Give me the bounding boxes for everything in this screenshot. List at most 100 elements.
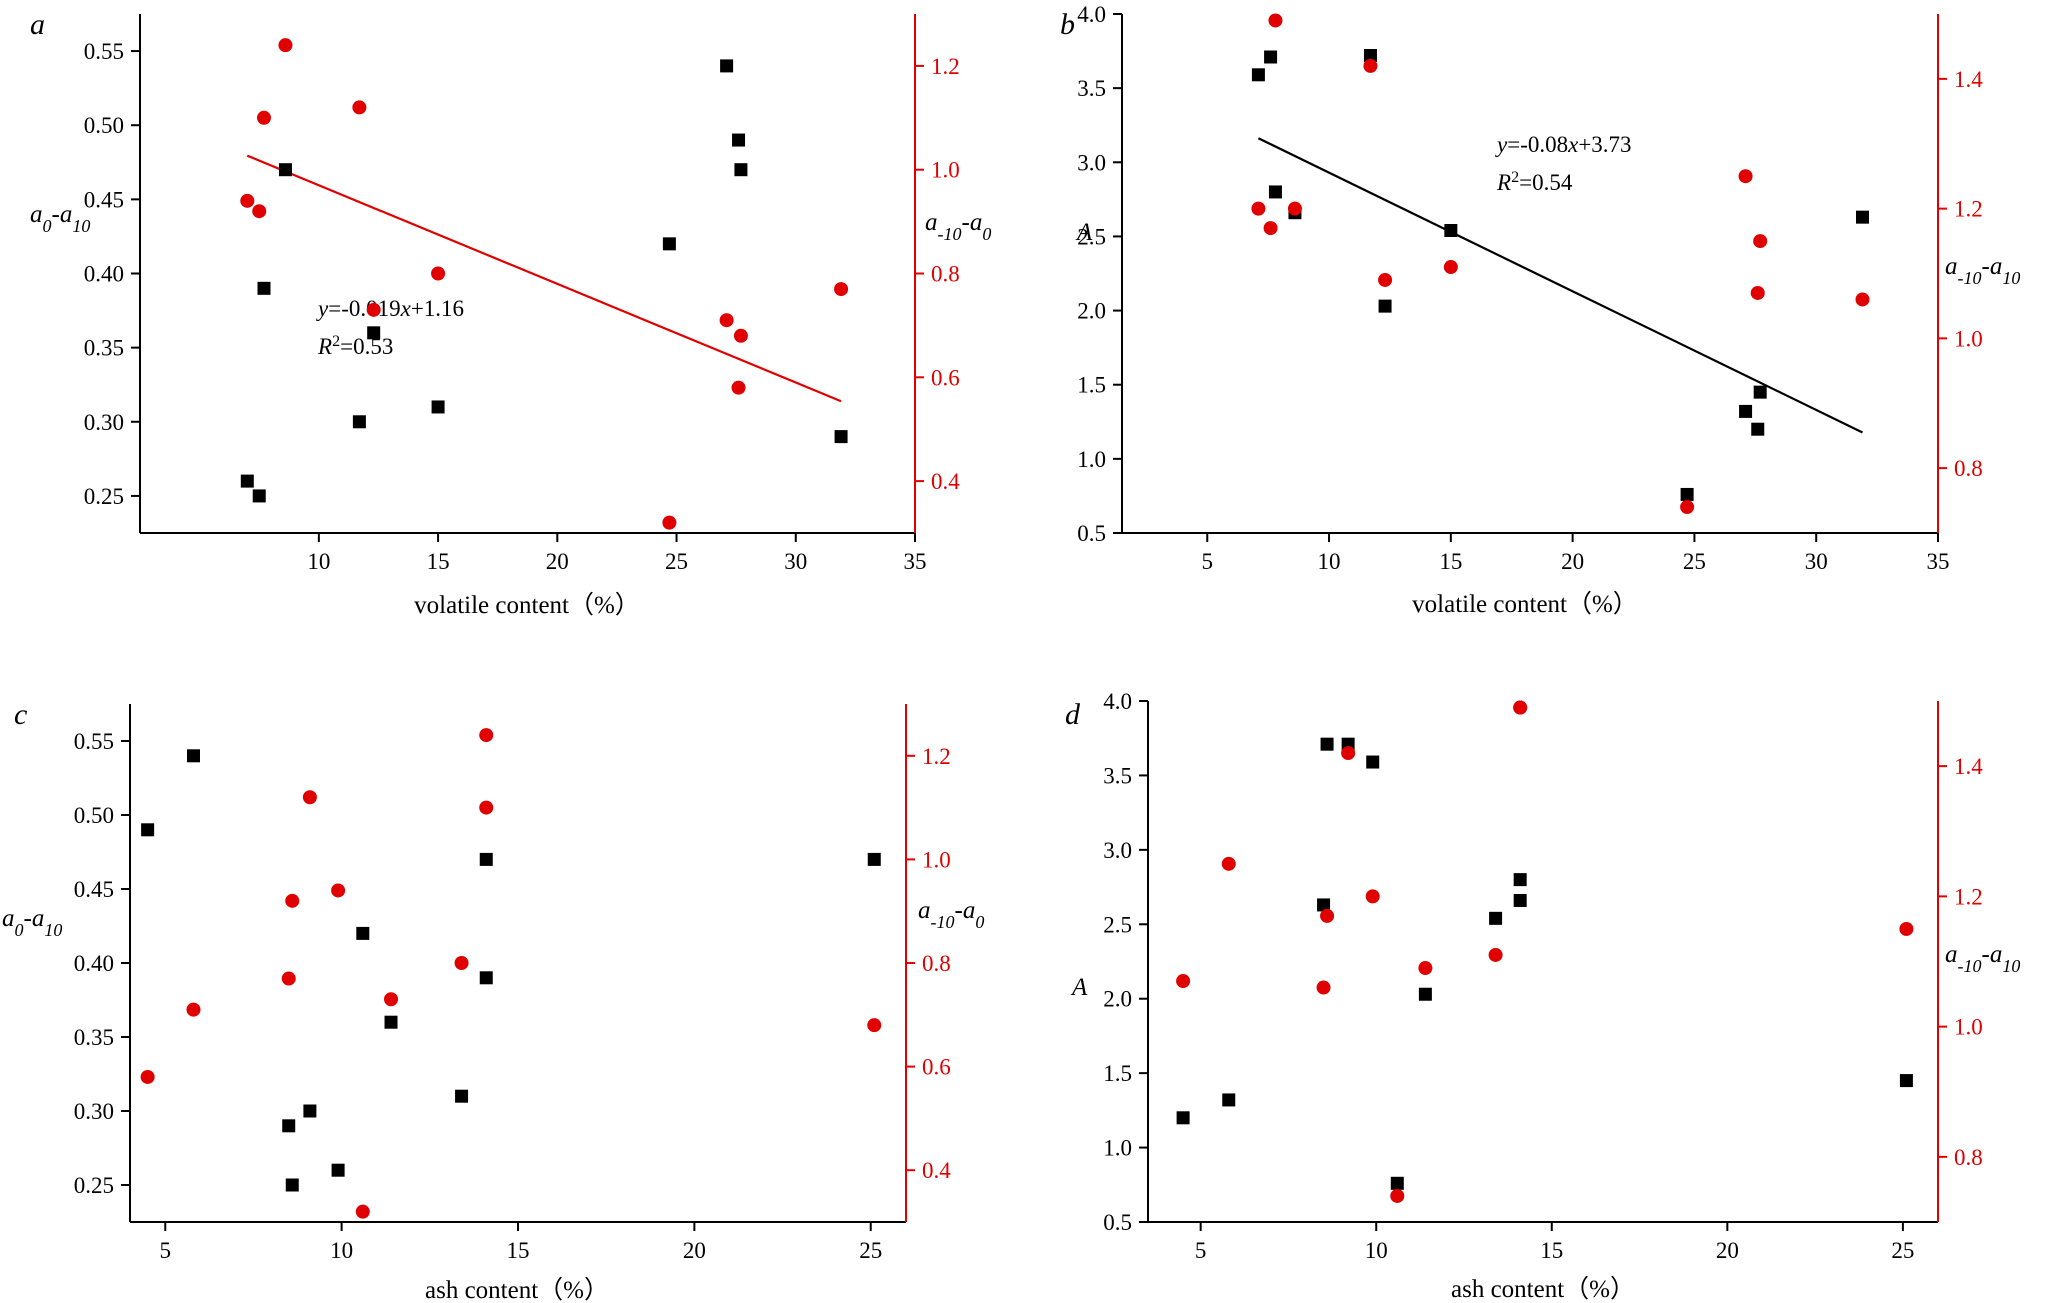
y-left-tick-label: 2.0	[1103, 987, 1132, 1012]
y-left-tick-label: 2.5	[1103, 912, 1132, 937]
y-right-tick-label: 0.6	[931, 365, 960, 390]
y-right-tick-label: 0.6	[922, 1055, 951, 1080]
y-left-tick-label: 0.30	[74, 1099, 114, 1124]
panel-letter: a	[30, 8, 45, 41]
data-point-square	[734, 163, 748, 177]
y-left-tick-label: 0.50	[84, 113, 124, 138]
data-point-square	[331, 1163, 345, 1177]
data-point-square	[352, 415, 366, 429]
x-tick-label: 20	[1716, 1238, 1739, 1263]
data-point-square	[1320, 737, 1334, 751]
data-point-circle	[731, 380, 746, 395]
y-left-tick-label: 0.25	[84, 484, 124, 509]
x-tick-label: 30	[784, 549, 807, 574]
y-left-tick-label: 0.30	[84, 410, 124, 435]
y-right-tick-label: 0.8	[931, 262, 960, 287]
data-point-square	[384, 1015, 398, 1029]
y-left-axis-title: a0-a10	[2, 905, 62, 940]
data-point-circle	[1513, 700, 1528, 715]
y-left-tick-label: 0.35	[84, 336, 124, 361]
data-point-circle	[384, 992, 399, 1007]
data-point-square	[1444, 223, 1458, 237]
data-point-square	[662, 237, 676, 251]
data-point-square	[257, 281, 271, 295]
data-point-circle	[1753, 234, 1768, 249]
data-point-square	[367, 326, 381, 340]
fit-line	[246, 154, 842, 403]
data-point-square	[455, 1089, 469, 1103]
data-point-circle	[1251, 201, 1266, 216]
y-right-tick-label: 1.2	[931, 54, 960, 79]
y-right-tick-label: 1.2	[1954, 197, 1983, 222]
data-point-square	[1176, 1111, 1190, 1125]
y-right-tick-label: 1.0	[931, 158, 960, 183]
data-point-square	[1899, 1074, 1913, 1088]
data-point-circle	[1320, 908, 1335, 923]
data-point-circle	[281, 971, 296, 986]
fit-equation: y=-0.08x+3.73	[1495, 132, 1632, 157]
y-left-tick-label: 1.0	[1103, 1136, 1132, 1161]
data-point-square	[1513, 873, 1527, 887]
y-left-tick-label: 3.5	[1103, 763, 1132, 788]
y-right-axis-title: a-10-a10	[1945, 253, 2020, 288]
y-left-tick-label: 2.5	[1077, 224, 1106, 249]
data-point-square	[479, 852, 493, 866]
data-point-square	[720, 59, 734, 73]
y-right-tick-label: 1.0	[922, 847, 951, 872]
data-point-circle	[479, 800, 494, 815]
panel-letter: d	[1065, 698, 1081, 731]
data-point-circle	[352, 100, 367, 115]
x-tick-label: 10	[1365, 1238, 1388, 1263]
data-point-circle	[1341, 746, 1356, 761]
x-axis-title: ash content（%）	[1451, 1275, 1635, 1303]
data-point-circle	[252, 204, 267, 219]
data-point-circle	[662, 515, 677, 530]
y-left-tick-label: 0.55	[74, 729, 114, 754]
y-right-tick-label: 0.8	[1954, 1145, 1983, 1170]
x-tick-label: 10	[1318, 549, 1341, 574]
y-right-axis-title: a-10-a0	[918, 897, 984, 932]
data-point-square	[141, 823, 155, 837]
data-point-circle	[302, 790, 317, 805]
data-point-circle	[431, 266, 446, 281]
data-point-circle	[719, 313, 734, 328]
data-point-circle	[240, 193, 255, 208]
data-point-circle	[1418, 961, 1433, 976]
data-point-circle	[1365, 889, 1380, 904]
data-point-square	[1680, 487, 1694, 501]
x-tick-label: 25	[1891, 1238, 1914, 1263]
x-tick-label: 20	[546, 549, 569, 574]
y-left-tick-label: 4.0	[1103, 689, 1132, 714]
y-right-tick-label: 1.4	[1954, 67, 1983, 92]
data-point-square	[867, 852, 881, 866]
data-point-circle	[186, 1002, 201, 1017]
x-tick-label: 35	[1927, 549, 1950, 574]
data-point-circle	[1268, 13, 1283, 28]
y-left-tick-label: 0.45	[84, 187, 124, 212]
data-point-square	[431, 400, 445, 414]
y-left-tick-label: 2.0	[1077, 299, 1106, 324]
y-left-tick-label: 0.35	[74, 1025, 114, 1050]
y-right-tick-label: 0.8	[922, 951, 951, 976]
y-left-tick-label: 0.50	[74, 803, 114, 828]
fit-line	[1257, 137, 1863, 434]
data-point-square	[1513, 893, 1527, 907]
x-tick-label: 25	[859, 1238, 882, 1263]
data-point-circle	[1855, 292, 1870, 307]
data-point-circle	[1263, 221, 1278, 236]
data-point-square	[252, 489, 266, 503]
data-point-circle	[1378, 272, 1393, 287]
data-point-square	[1363, 49, 1377, 63]
fit-r-squared: R2=0.54	[1496, 169, 1573, 196]
data-point-square	[1751, 422, 1765, 436]
data-point-circle	[1680, 500, 1695, 515]
data-point-circle	[355, 1204, 370, 1219]
x-tick-label: 35	[904, 549, 927, 574]
y-right-axis-title: a-10-a0	[925, 209, 991, 244]
data-point-circle	[366, 302, 381, 317]
y-right-tick-label: 1.2	[1954, 884, 1983, 909]
y-right-tick-label: 1.4	[1954, 754, 1983, 779]
x-axis-title: volatile content（%）	[414, 591, 640, 619]
data-point-square	[1418, 987, 1432, 1001]
